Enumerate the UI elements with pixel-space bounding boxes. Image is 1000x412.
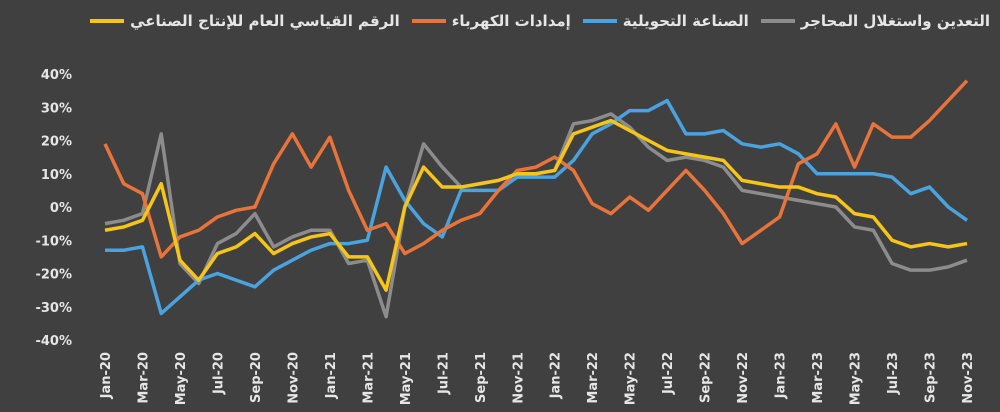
legend-label: التعدين واستغلال المحاجر bbox=[800, 12, 990, 30]
x-tick-label: Jul-22 bbox=[661, 352, 676, 395]
x-tick-label: Mar-23 bbox=[811, 352, 826, 404]
legend-swatch bbox=[760, 19, 795, 23]
y-tick-label: -20% bbox=[35, 268, 72, 283]
series-line bbox=[104, 112, 968, 319]
x-tick-label: Sep-22 bbox=[699, 352, 714, 403]
x-tick-label: Nov-22 bbox=[736, 352, 751, 404]
legend-swatch bbox=[411, 19, 446, 23]
x-tick-label: Nov-21 bbox=[511, 352, 526, 404]
legend-swatch bbox=[582, 19, 617, 23]
y-tick-label: -30% bbox=[35, 301, 72, 316]
x-tick-label: Sep-20 bbox=[249, 352, 264, 403]
x-tick-label: Nov-20 bbox=[286, 352, 301, 404]
y-tick-label: -40% bbox=[35, 334, 72, 349]
series-line bbox=[103, 79, 969, 259]
x-tick-label: Jul-21 bbox=[436, 352, 451, 395]
x-tick-label: Jan-22 bbox=[549, 352, 564, 399]
y-tick-label: 10% bbox=[41, 168, 72, 183]
x-tick-label: Mar-22 bbox=[586, 352, 601, 404]
x-tick-label: May-20 bbox=[174, 352, 189, 405]
x-tick-label: Nov-23 bbox=[961, 352, 976, 404]
legend-swatch bbox=[90, 19, 125, 23]
legend-label: الرقم القياسي العام للإنتاج الصناعي bbox=[130, 12, 400, 30]
legend-item: الرقم القياسي العام للإنتاج الصناعي bbox=[90, 12, 400, 30]
x-tick-label: May-22 bbox=[624, 352, 639, 405]
x-tick-label: Sep-23 bbox=[924, 352, 939, 403]
y-tick-label: 40% bbox=[41, 68, 72, 83]
x-tick-label: Mar-20 bbox=[136, 352, 151, 404]
legend-item: إمدادات الكهرباء bbox=[411, 12, 571, 30]
legend-label: الصناعة التحويلية bbox=[622, 12, 749, 30]
legend-item: التعدين واستغلال المحاجر bbox=[760, 12, 990, 30]
x-tick-label: Jan-21 bbox=[324, 352, 339, 399]
x-tick-label: Jan-23 bbox=[774, 352, 789, 399]
legend-item: الصناعة التحويلية bbox=[582, 12, 749, 30]
y-tick-label: 0% bbox=[50, 201, 72, 216]
x-tick-label: Mar-21 bbox=[361, 352, 376, 404]
x-tick-label: Jul-20 bbox=[211, 352, 226, 395]
y-tick-label: -10% bbox=[35, 234, 72, 249]
series-line bbox=[105, 98, 969, 316]
x-tick-label: Jul-23 bbox=[886, 352, 901, 395]
x-tick-label: May-23 bbox=[849, 352, 864, 405]
x-tick-label: Jan-20 bbox=[99, 352, 114, 399]
legend-label: إمدادات الكهرباء bbox=[451, 12, 571, 30]
x-tick-label: May-21 bbox=[399, 352, 414, 405]
legend: التعدين واستغلال المحاجر الصناعة التحويلي… bbox=[10, 6, 990, 36]
series-line bbox=[104, 118, 968, 292]
y-tick-label: 20% bbox=[41, 135, 72, 150]
x-tick-label: Sep-21 bbox=[474, 352, 489, 403]
y-tick-label: 30% bbox=[41, 101, 72, 116]
